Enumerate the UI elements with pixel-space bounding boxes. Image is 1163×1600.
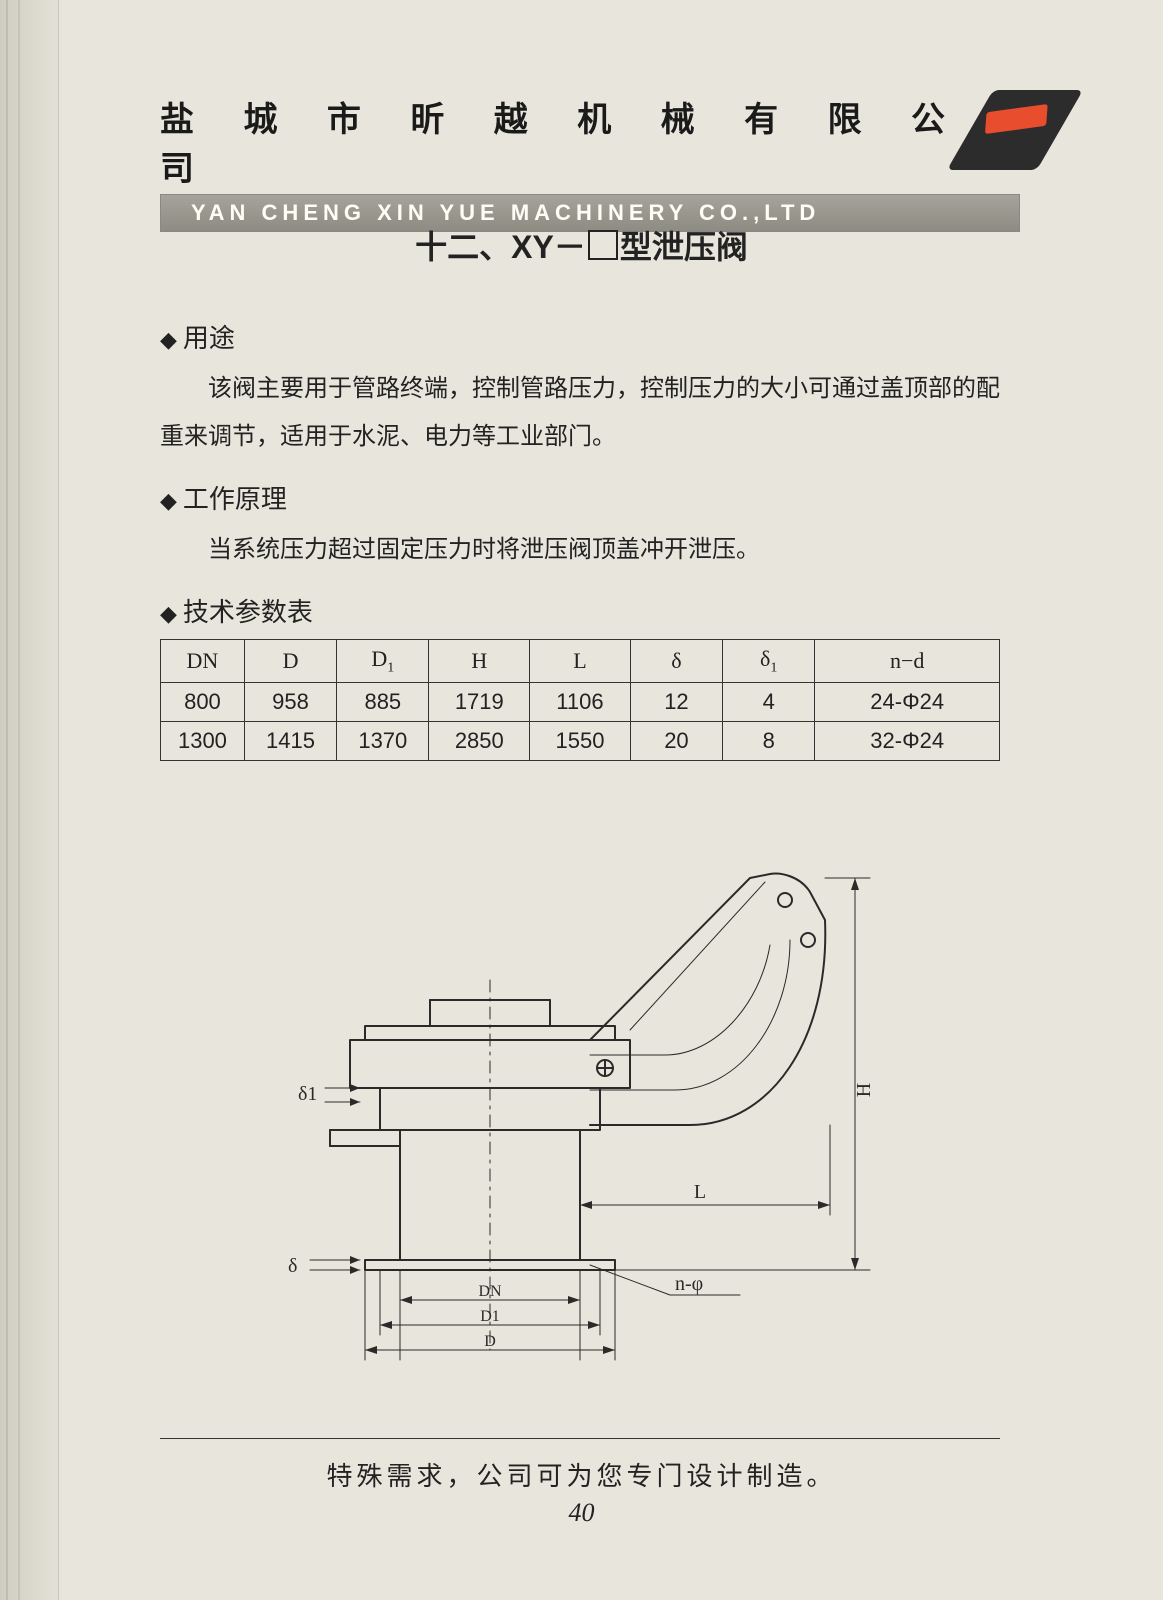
dim-label-DN: DN [478,1283,502,1300]
diamond-bullet-icon: ◆ [160,488,177,513]
table-cell-delta1: 4 [723,683,815,722]
dim-label-H: H [853,1083,875,1097]
table-cell-DN: 800 [161,683,245,722]
section-heading-usage: ◆用途 [160,318,1000,355]
dim-label-delta: δ [288,1255,297,1277]
table-cell-D1: 885 [337,683,429,722]
page-root: 盐 城 市 昕 越 机 械 有 限 公 司 YAN CHENG XIN YUE … [0,0,1163,1600]
table-col-D: D [244,640,336,683]
document-title: 十二、XY－ 型泄压阀 [0,222,1163,268]
engineering-drawing: H L DN D1 D δ1 δ n-φ [270,830,910,1390]
table-row: 1300141513702850155020832-Φ24 [161,722,1000,761]
spec-table: DNDD1HLδδ1n−d 8009588851719110612424-Φ24… [160,639,1000,761]
company-name-cn: 盐 城 市 昕 越 机 械 有 限 公 司 [160,92,1020,190]
drawing-svg: H L DN D1 D δ1 δ n-φ [270,830,910,1390]
footer-text: 特殊需求，公司可为您专门设计制造。 [0,1456,1163,1493]
body-content: ◆用途 该阀主要用于管路终端，控制管路压力，控制压力的大小可通过盖顶部的配重来调… [160,300,1000,761]
usage-paragraph: 该阀主要用于管路终端，控制管路压力，控制压力的大小可通过盖顶部的配重来调节，适用… [160,365,1000,461]
table-cell-nd: 32-Φ24 [815,722,1000,761]
table-row: 8009588851719110612424-Φ24 [161,683,1000,722]
section-heading-principle: ◆工作原理 [160,479,1000,516]
letterhead: 盐 城 市 昕 越 机 械 有 限 公 司 YAN CHENG XIN YUE … [160,92,1020,170]
section-heading-table: ◆技术参数表 [160,592,1000,629]
table-col-D1: D1 [337,640,429,683]
dim-label-D: D [484,1333,496,1350]
table-cell-nd: 24-Φ24 [815,683,1000,722]
page-number: 40 [0,1498,1163,1528]
table-heading-text: 技术参数表 [183,597,313,627]
title-suffix: 型泄压阀 [620,229,748,265]
dim-label-delta1: δ1 [298,1083,317,1105]
table-col-DN: DN [161,640,245,683]
table-col-L: L [530,640,631,683]
table-cell-D: 958 [244,683,336,722]
dim-label-D1: D1 [480,1308,500,1325]
principle-heading-text: 工作原理 [183,484,287,514]
table-cell-DN: 1300 [161,722,245,761]
dim-label-L: L [694,1181,706,1203]
principle-paragraph: 当系统压力超过固定压力时将泄压阀顶盖冲开泄压。 [160,526,1000,574]
table-cell-L: 1106 [530,683,631,722]
title-prefix: 十二、XY－ [415,229,586,265]
footer-rule [160,1438,1000,1439]
table-col-nd: n−d [815,640,1000,683]
table-col-delta: δ [630,640,722,683]
table-col-delta1: δ1 [723,640,815,683]
table-cell-H: 2850 [429,722,530,761]
table-col-H: H [429,640,530,683]
table-cell-H: 1719 [429,683,530,722]
table-cell-delta: 20 [630,722,722,761]
diamond-bullet-icon: ◆ [160,601,177,626]
table-cell-delta1: 8 [723,722,815,761]
dim-label-nphi: n-φ [675,1273,703,1295]
table-header-row: DNDD1HLδδ1n−d [161,640,1000,683]
diamond-bullet-icon: ◆ [160,327,177,352]
usage-heading-text: 用途 [183,323,235,353]
title-blank-box [588,230,618,260]
table-cell-D1: 1370 [337,722,429,761]
table-cell-L: 1550 [530,722,631,761]
table-cell-D: 1415 [244,722,336,761]
table-cell-delta: 12 [630,683,722,722]
